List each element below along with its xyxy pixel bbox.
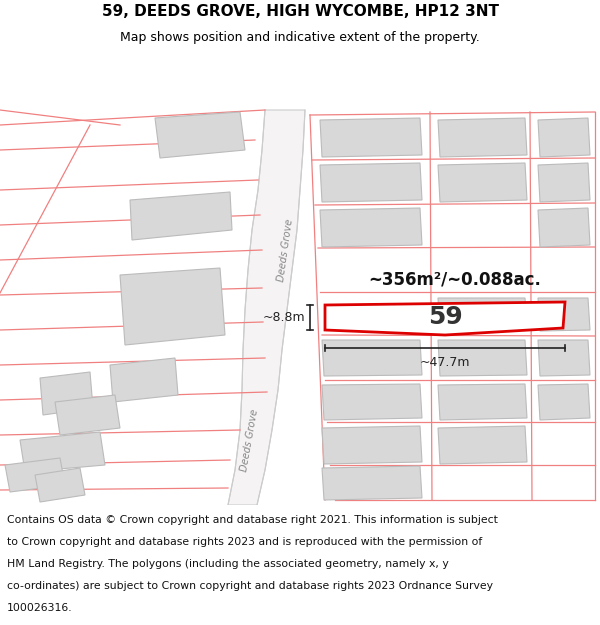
- Polygon shape: [320, 208, 422, 247]
- Text: 59, DEEDS GROVE, HIGH WYCOMBE, HP12 3NT: 59, DEEDS GROVE, HIGH WYCOMBE, HP12 3NT: [101, 4, 499, 19]
- Text: ~8.8m: ~8.8m: [262, 311, 305, 324]
- Polygon shape: [322, 426, 422, 464]
- Polygon shape: [438, 118, 527, 157]
- Polygon shape: [55, 395, 120, 435]
- Polygon shape: [438, 298, 527, 331]
- Polygon shape: [438, 384, 527, 420]
- Text: to Crown copyright and database rights 2023 and is reproduced with the permissio: to Crown copyright and database rights 2…: [7, 537, 482, 547]
- Polygon shape: [322, 340, 422, 376]
- Polygon shape: [538, 384, 590, 420]
- Text: Deeds Grove: Deeds Grove: [239, 408, 260, 472]
- Polygon shape: [322, 466, 422, 500]
- Text: ~356m²/~0.088ac.: ~356m²/~0.088ac.: [368, 271, 541, 289]
- Polygon shape: [120, 268, 225, 345]
- Polygon shape: [322, 384, 422, 420]
- Polygon shape: [110, 358, 178, 402]
- Text: 59: 59: [428, 306, 463, 329]
- Polygon shape: [228, 110, 305, 505]
- Polygon shape: [538, 340, 590, 376]
- Polygon shape: [438, 426, 527, 464]
- Polygon shape: [320, 163, 422, 202]
- Polygon shape: [538, 118, 590, 157]
- Polygon shape: [538, 298, 590, 331]
- Polygon shape: [130, 192, 232, 240]
- Polygon shape: [5, 458, 65, 492]
- Text: HM Land Registry. The polygons (including the associated geometry, namely x, y: HM Land Registry. The polygons (includin…: [7, 559, 449, 569]
- Text: co-ordinates) are subject to Crown copyright and database rights 2023 Ordnance S: co-ordinates) are subject to Crown copyr…: [7, 581, 493, 591]
- Polygon shape: [438, 340, 527, 376]
- Polygon shape: [20, 432, 105, 472]
- Text: Contains OS data © Crown copyright and database right 2021. This information is : Contains OS data © Crown copyright and d…: [7, 514, 498, 524]
- Polygon shape: [325, 302, 565, 335]
- Text: 100026316.: 100026316.: [7, 603, 73, 613]
- Text: ~47.7m: ~47.7m: [420, 356, 470, 369]
- Polygon shape: [438, 163, 527, 202]
- Polygon shape: [320, 118, 422, 157]
- Text: Deeds Grove: Deeds Grove: [275, 218, 295, 282]
- Polygon shape: [40, 372, 93, 415]
- Polygon shape: [35, 468, 85, 502]
- Polygon shape: [155, 112, 245, 158]
- Polygon shape: [538, 208, 590, 247]
- Text: Map shows position and indicative extent of the property.: Map shows position and indicative extent…: [120, 31, 480, 44]
- Polygon shape: [538, 163, 590, 202]
